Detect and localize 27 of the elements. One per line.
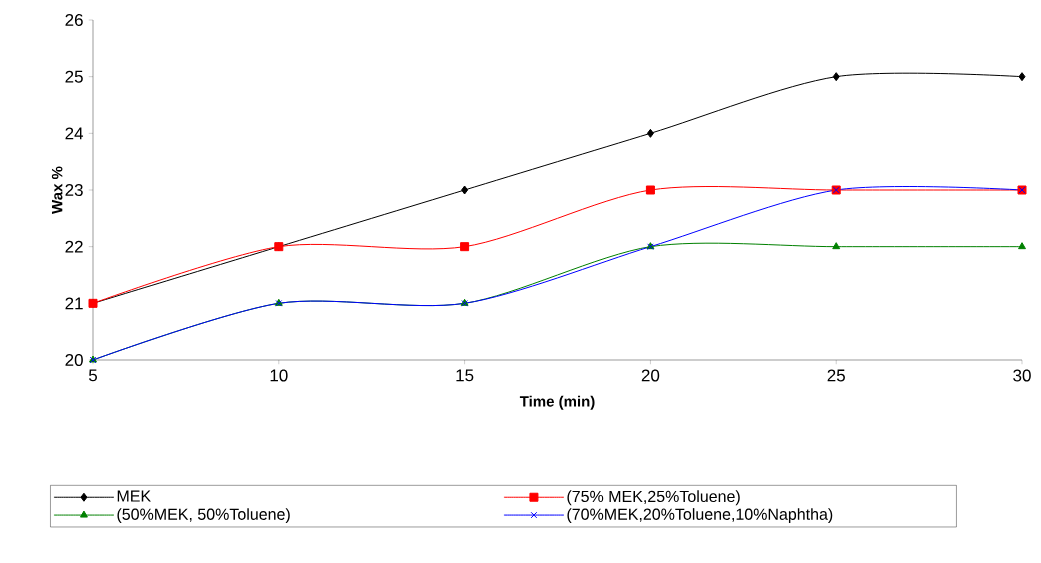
x-tick-label: 30 [1013,369,1031,382]
x-tick-label: 20 [641,369,660,382]
y-tick-label: 21 [65,297,83,310]
y-tick-label: 23 [65,183,83,197]
y-tick-label: 25 [65,70,83,83]
x-tick-label: 25 [827,369,845,382]
legend-label: (75% MEK,25%Toluene) [567,490,740,506]
point [832,72,840,82]
y-tick-label: 22 [65,240,83,253]
legend-label: (50%MEK, 50%Toluene) [117,508,290,524]
point [460,242,470,252]
legend-label: MEK [117,490,151,502]
y-tick-label: 24 [65,127,84,140]
y-tick-label: 20 [65,353,83,367]
legend-label: (70%MEK,20%Toluene,10%Naphtha) [567,508,833,524]
y-tick-label: 26 [65,13,83,27]
x-tick-label: 5 [88,369,98,382]
point [461,185,469,195]
point [645,185,655,195]
x-tick-label: 10 [270,369,288,382]
x-tick-label: 15 [456,369,474,382]
point [646,128,654,138]
x-axis-title: Time (min) [519,395,595,410]
y-axis-title: Wax % [51,166,63,214]
point [1018,242,1026,250]
point [1018,72,1026,82]
point [832,242,841,250]
